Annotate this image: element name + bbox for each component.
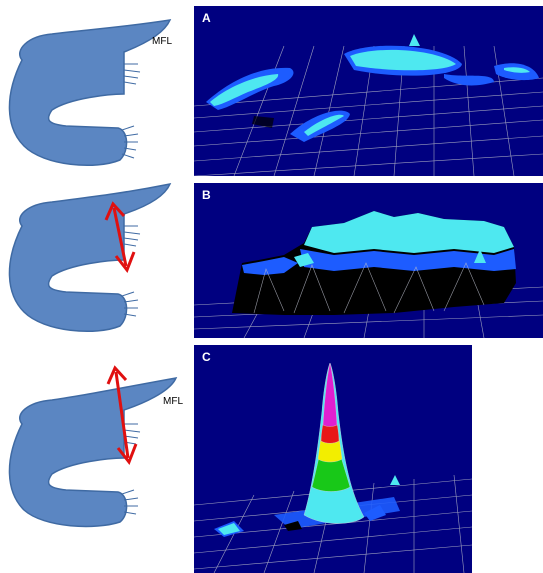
panel-label: A	[202, 11, 211, 25]
panel-b: B	[194, 183, 543, 338]
schematic-bottom	[0, 362, 190, 532]
cell-body	[8, 377, 178, 528]
cilia-lower	[121, 125, 139, 159]
peak	[303, 362, 365, 524]
cell-body	[8, 182, 172, 333]
double-arrow	[104, 201, 136, 273]
panel-a: A	[194, 6, 543, 176]
cell-body	[8, 19, 172, 167]
mfl-label-bottom: MFL	[163, 396, 183, 407]
panel-c: C	[194, 345, 472, 573]
mfl-label-top: MFL	[152, 36, 172, 47]
double-arrow	[106, 365, 138, 465]
schematic-top	[0, 0, 190, 175]
panel-label: C	[202, 350, 211, 364]
cilia-upper	[123, 63, 141, 85]
schematic-middle	[0, 180, 190, 340]
panel-label: B	[202, 188, 211, 202]
